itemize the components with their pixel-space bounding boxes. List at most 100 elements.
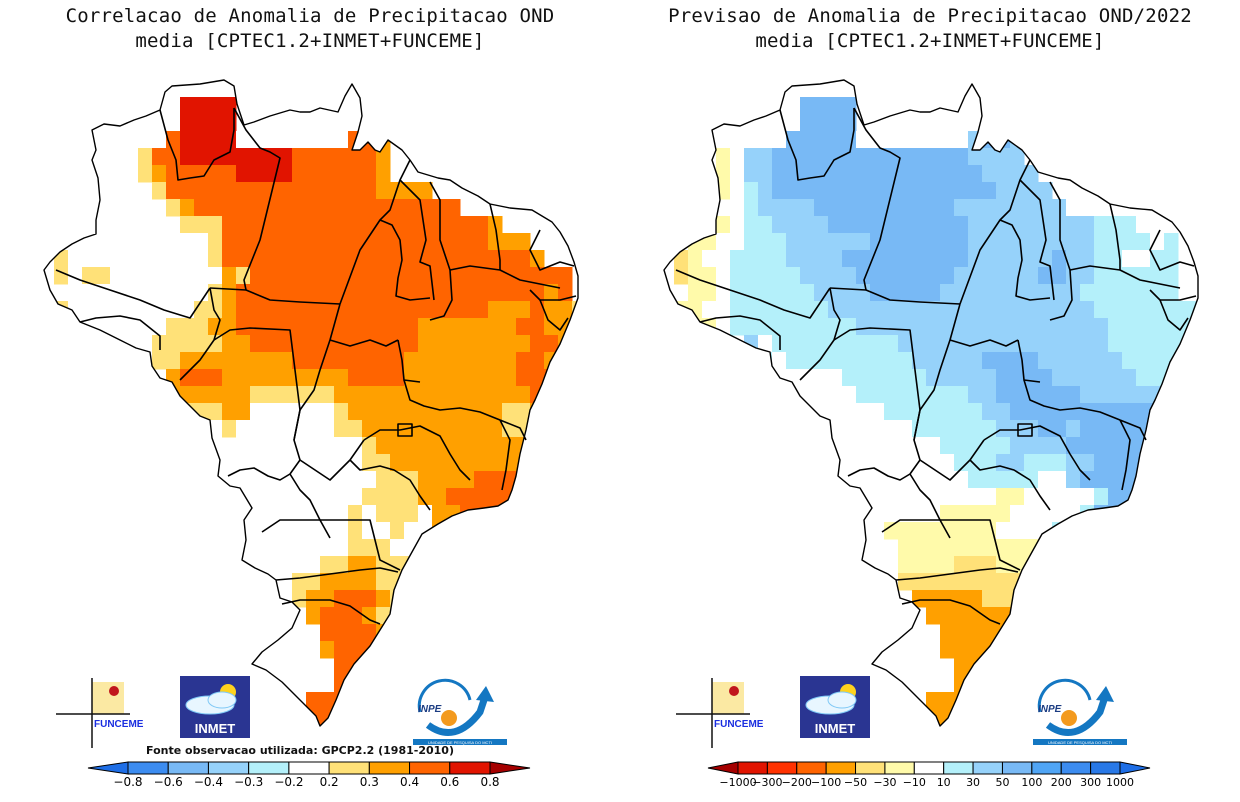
grid-cell [996, 386, 1011, 404]
grid-cell [362, 658, 377, 676]
grid-cell [544, 454, 559, 472]
grid-cell [1080, 352, 1095, 370]
grid-cell [1052, 624, 1067, 642]
grid-cell [940, 352, 955, 370]
grid-cell [954, 386, 969, 404]
grid-cell [730, 267, 745, 285]
grid-cell [1024, 199, 1039, 217]
grid-cell [138, 233, 153, 251]
grid-cell [1108, 369, 1123, 387]
grid-cell [1038, 505, 1053, 523]
grid-cell [320, 352, 335, 370]
grid-cell [250, 488, 265, 506]
grid-cell [446, 488, 461, 506]
grid-cell [376, 522, 391, 540]
grid-cell [954, 607, 969, 625]
grid-cell [1024, 437, 1039, 455]
state-boundary [209, 107, 281, 291]
grid-cell [390, 437, 405, 455]
grid-cell [362, 607, 377, 625]
grid-cell [292, 539, 307, 557]
grid-cell [292, 182, 307, 200]
state-boundary [289, 473, 331, 539]
grid-cell [870, 318, 885, 336]
grid-cell [1136, 216, 1151, 234]
grid-cell [772, 267, 787, 285]
grid-cell [362, 522, 377, 540]
grid-cell [1164, 437, 1179, 455]
grid-cell [884, 386, 899, 404]
grid-cell [730, 250, 745, 268]
grid-cell [1066, 318, 1081, 336]
grid-cell [1010, 386, 1025, 404]
grid-cell [1024, 658, 1039, 676]
grid-cell [334, 726, 349, 744]
grid-cell [124, 233, 139, 251]
grid-cell [996, 437, 1011, 455]
grid-cell [194, 114, 209, 132]
grid-cell [1038, 267, 1053, 285]
colorbar-tick-label: 50 [995, 776, 1009, 789]
grid-cell [362, 709, 377, 726]
grid-cell [418, 573, 433, 591]
colorbar-bin [207, 761, 250, 775]
grid-cell [460, 301, 475, 319]
grid-cell [474, 301, 489, 319]
colorbar-bin [1001, 761, 1033, 775]
grid-cell [1136, 318, 1151, 336]
grid-cell [982, 590, 997, 608]
grid-cell [250, 216, 265, 234]
grid-cell [926, 114, 941, 132]
grid-cell [842, 250, 857, 268]
grid-cell [418, 182, 433, 200]
grid-cell [926, 590, 941, 608]
grid-cell [954, 182, 969, 200]
grid-cell [432, 454, 447, 472]
grid-cell [306, 539, 321, 557]
grid-cell [306, 352, 321, 370]
grid-cell [292, 522, 307, 540]
grid-cell [1066, 590, 1081, 608]
grid-cell [716, 267, 731, 285]
grid-cell [488, 471, 503, 489]
grid-cell [842, 131, 857, 149]
grid-cell [1122, 573, 1137, 591]
grid-cell [1122, 335, 1137, 353]
colorbar-tick-label: −0.4 [194, 775, 223, 789]
grid-cell [898, 131, 913, 149]
colorbar-bin [328, 761, 370, 775]
grid-cell [828, 148, 843, 166]
grid-cell [702, 250, 717, 268]
grid-cell [278, 437, 293, 455]
grid-cell [996, 675, 1011, 693]
grid-cell [982, 182, 997, 200]
state-boundaries [55, 107, 577, 625]
grid-cell [1122, 267, 1137, 285]
grid-cell [488, 284, 503, 302]
grid-cell [1122, 250, 1137, 268]
grid-cell [744, 267, 759, 285]
grid-cell [502, 539, 517, 557]
grid-cell [236, 301, 251, 319]
inmet-logo: INMET [800, 676, 870, 738]
grid-cell [1150, 437, 1165, 455]
grid-cell [516, 505, 531, 523]
grid-cell [292, 369, 307, 387]
colorbar-tick-label: 100 [1021, 776, 1042, 789]
grid-cell [744, 250, 759, 268]
grid-cell [278, 182, 293, 200]
grid-cell [968, 420, 983, 438]
grid-cell [474, 471, 489, 489]
grid-cell [1178, 505, 1193, 523]
grid-cell [390, 403, 405, 421]
grid-cell [362, 301, 377, 319]
grid-cell [530, 471, 545, 489]
grid-cell [376, 216, 391, 234]
grid-cell [814, 335, 829, 353]
grid-cell [940, 148, 955, 166]
grid-cell [320, 233, 335, 251]
grid-cell [236, 386, 251, 404]
grid-cell [884, 369, 899, 387]
grid-cell [1066, 403, 1081, 421]
